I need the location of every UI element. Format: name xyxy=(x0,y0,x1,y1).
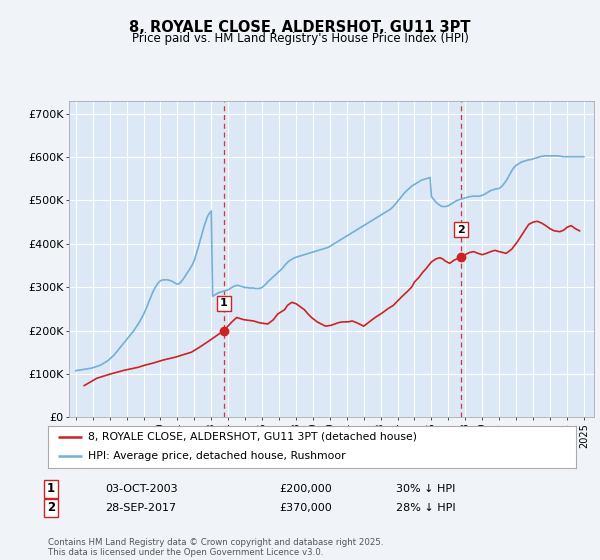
Text: 28-SEP-2017: 28-SEP-2017 xyxy=(105,503,176,513)
Text: 8, ROYALE CLOSE, ALDERSHOT, GU11 3PT (detached house): 8, ROYALE CLOSE, ALDERSHOT, GU11 3PT (de… xyxy=(88,432,416,441)
Text: 8, ROYALE CLOSE, ALDERSHOT, GU11 3PT: 8, ROYALE CLOSE, ALDERSHOT, GU11 3PT xyxy=(129,20,471,35)
Text: 30% ↓ HPI: 30% ↓ HPI xyxy=(396,484,455,494)
Text: 1: 1 xyxy=(47,482,55,496)
Text: Price paid vs. HM Land Registry's House Price Index (HPI): Price paid vs. HM Land Registry's House … xyxy=(131,32,469,45)
Text: Contains HM Land Registry data © Crown copyright and database right 2025.
This d: Contains HM Land Registry data © Crown c… xyxy=(48,538,383,557)
Text: 2: 2 xyxy=(457,225,465,235)
Text: 28% ↓ HPI: 28% ↓ HPI xyxy=(396,503,455,513)
Text: £200,000: £200,000 xyxy=(279,484,332,494)
Text: HPI: Average price, detached house, Rushmoor: HPI: Average price, detached house, Rush… xyxy=(88,451,345,461)
Text: 1: 1 xyxy=(220,298,228,309)
Text: 2: 2 xyxy=(47,501,55,515)
Text: £370,000: £370,000 xyxy=(279,503,332,513)
Text: 03-OCT-2003: 03-OCT-2003 xyxy=(105,484,178,494)
